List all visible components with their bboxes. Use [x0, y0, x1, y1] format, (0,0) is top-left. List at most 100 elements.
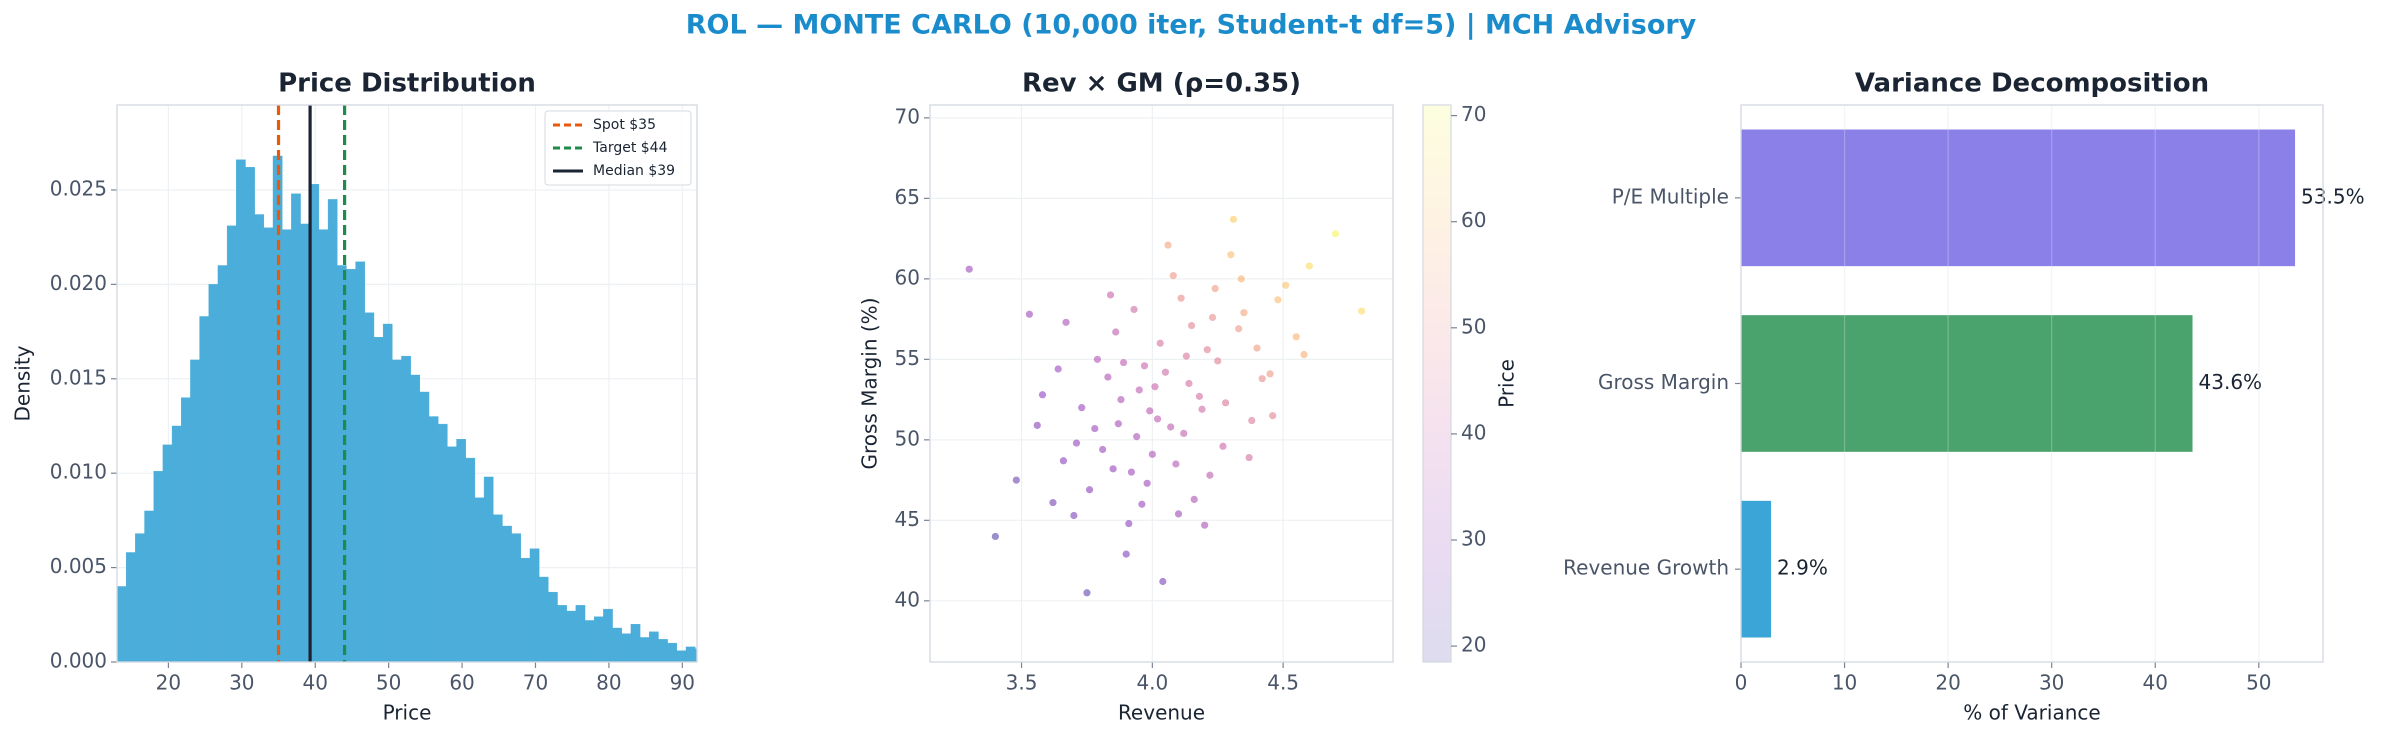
histogram-bar: [493, 514, 503, 662]
histogram-bar: [245, 167, 255, 662]
value-label: 43.6%: [2199, 370, 2263, 394]
bar: [1741, 129, 2296, 267]
histogram-bar: [153, 471, 164, 662]
scatter-point: [1253, 344, 1261, 352]
scatter-point: [1358, 307, 1366, 315]
y-tick-label: 0.025: [50, 176, 107, 200]
scatter-point: [1062, 318, 1070, 326]
scatter-point: [1072, 439, 1081, 447]
histogram-bar: [263, 227, 274, 662]
histogram-bar: [667, 642, 678, 662]
scatter-point: [1119, 358, 1128, 367]
y-axis-label: Gross Margin (%): [858, 298, 882, 470]
x-tick-label: 0: [1735, 671, 1748, 695]
x-tick-label: 40: [303, 671, 328, 695]
legend-box: [544, 110, 692, 186]
scatter-point: [1190, 495, 1198, 504]
histogram-bar: [236, 159, 246, 662]
histogram-bar: [538, 576, 549, 662]
scatter-point: [1203, 346, 1211, 354]
scatter-point: [1245, 453, 1253, 462]
histogram-bar: [135, 533, 145, 662]
histogram-bar: [364, 312, 375, 662]
colorbar: [1423, 105, 1451, 662]
scatter-point: [1248, 416, 1256, 425]
scatter-point: [1159, 577, 1167, 586]
histogram-bar: [438, 423, 448, 662]
scatter-point: [991, 532, 999, 541]
y-tick-label: 60: [895, 265, 920, 289]
histogram-bar: [117, 586, 127, 662]
histogram-bar: [594, 616, 604, 662]
scatter-point: [1012, 476, 1020, 484]
scatter-point: [1130, 305, 1138, 314]
scatter-point: [1093, 355, 1102, 363]
scatter-point: [1167, 423, 1175, 431]
scatter-point: [1300, 350, 1308, 359]
scatter-point: [1109, 465, 1117, 473]
y-axis-label: Density: [11, 345, 35, 421]
colorbar-label: Price: [1495, 359, 1519, 408]
scatter-point: [1138, 500, 1146, 508]
scatter-point: [1180, 429, 1188, 438]
plot-frame: [929, 104, 1394, 663]
scatter-point: [1219, 442, 1227, 450]
histogram-bar: [300, 223, 310, 662]
y-tick-label: Revenue Growth: [1563, 556, 1729, 580]
colorbar-tick-label: 70: [1461, 102, 1486, 126]
histogram-bar: [630, 624, 641, 662]
histogram-bar: [144, 510, 154, 662]
histogram-bar: [199, 316, 209, 662]
histogram-bar: [575, 605, 586, 662]
x-axis-label: % of Variance: [1963, 701, 2100, 725]
histogram-bar: [171, 425, 182, 662]
histogram-bar: [511, 533, 521, 662]
y-tick-label: 0.005: [50, 554, 107, 578]
histogram-bar: [281, 229, 292, 662]
histogram-bar: [181, 397, 191, 662]
points: [965, 215, 1366, 597]
scatter-point: [1235, 325, 1243, 333]
histogram-bar: [401, 355, 411, 662]
x-tick-label: 30: [229, 671, 254, 695]
scatter-point: [1059, 457, 1068, 465]
scatter-point: [1187, 321, 1196, 330]
histogram-bar: [217, 265, 228, 662]
x-axis-label: Revenue: [1118, 701, 1205, 725]
scatter-point: [1214, 357, 1222, 365]
histogram-bar: [557, 605, 567, 662]
legend-label: Median $39: [593, 163, 675, 179]
y-tick-label: Gross Margin: [1598, 370, 1729, 394]
histogram-bar: [584, 620, 595, 662]
scatter-point: [1229, 215, 1238, 223]
scatter-point: [1135, 386, 1143, 394]
colorbar-tick-label: 50: [1461, 314, 1486, 338]
histogram-bar: [447, 446, 457, 662]
y-tick-label: 40: [895, 587, 920, 611]
scatter-point: [1211, 284, 1219, 293]
value-label: 53.5%: [2301, 184, 2365, 208]
x-tick-label: 40: [2143, 671, 2168, 695]
scatter-point: [1274, 296, 1282, 304]
axis-title: Rev × GM (ρ=0.35): [1022, 69, 1301, 99]
bars: [117, 155, 697, 662]
scatter-point: [1117, 395, 1125, 404]
scatter-point: [1038, 391, 1047, 399]
scatter-point: [1070, 511, 1078, 520]
histogram-bar: [327, 199, 338, 662]
histogram-bar: [649, 631, 659, 662]
scatter-point: [1091, 424, 1099, 433]
x-tick-label: 50: [376, 671, 401, 695]
bar: [1741, 500, 1772, 638]
value-label: 2.9%: [1777, 556, 1828, 580]
scatter-point: [1174, 510, 1183, 518]
y-tick-label: 50: [895, 426, 920, 450]
x-tick-label: 30: [2039, 671, 2064, 695]
x-tick-label: 20: [156, 671, 181, 695]
scatter-point: [1240, 309, 1248, 317]
scatter-point: [1185, 379, 1193, 388]
x-tick-label: 10: [1832, 671, 1857, 695]
scatter-point: [1258, 375, 1266, 383]
histogram-bar: [548, 591, 558, 662]
histogram-bar: [520, 557, 531, 662]
